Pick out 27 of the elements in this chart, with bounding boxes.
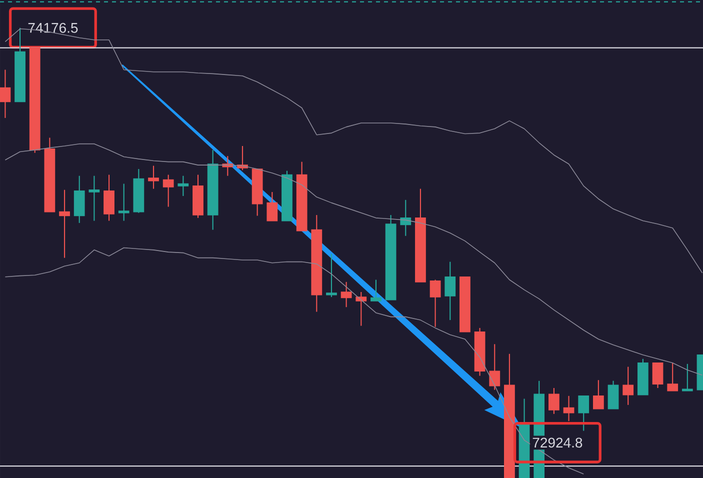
candlestick	[682, 363, 693, 392]
candlestick	[608, 380, 619, 410]
candlestick	[178, 175, 189, 197]
candlestick	[592, 380, 604, 410]
annotation: 72924.8	[532, 438, 582, 448]
candlestick	[266, 191, 278, 222]
annotation: 74176.5	[28, 22, 78, 33]
candlestick	[0, 69, 11, 118]
candlestick	[59, 189, 70, 258]
candlestick	[326, 253, 337, 298]
candlestick	[430, 279, 441, 328]
candlestick	[622, 366, 634, 406]
candlestick	[370, 279, 382, 302]
candlestick	[444, 261, 456, 321]
candlestick	[578, 395, 590, 432]
candlestick	[148, 165, 159, 190]
candlestick	[118, 183, 130, 222]
candlestick	[652, 362, 664, 389]
candlestick	[340, 281, 352, 308]
candlestick	[667, 362, 678, 392]
candlestick	[489, 344, 500, 390]
candlestick	[104, 174, 114, 222]
candlestick	[563, 395, 574, 422]
candlestick	[548, 387, 560, 414]
candlestick	[162, 174, 174, 208]
candlestick	[88, 175, 100, 222]
candlestick	[356, 291, 367, 326]
